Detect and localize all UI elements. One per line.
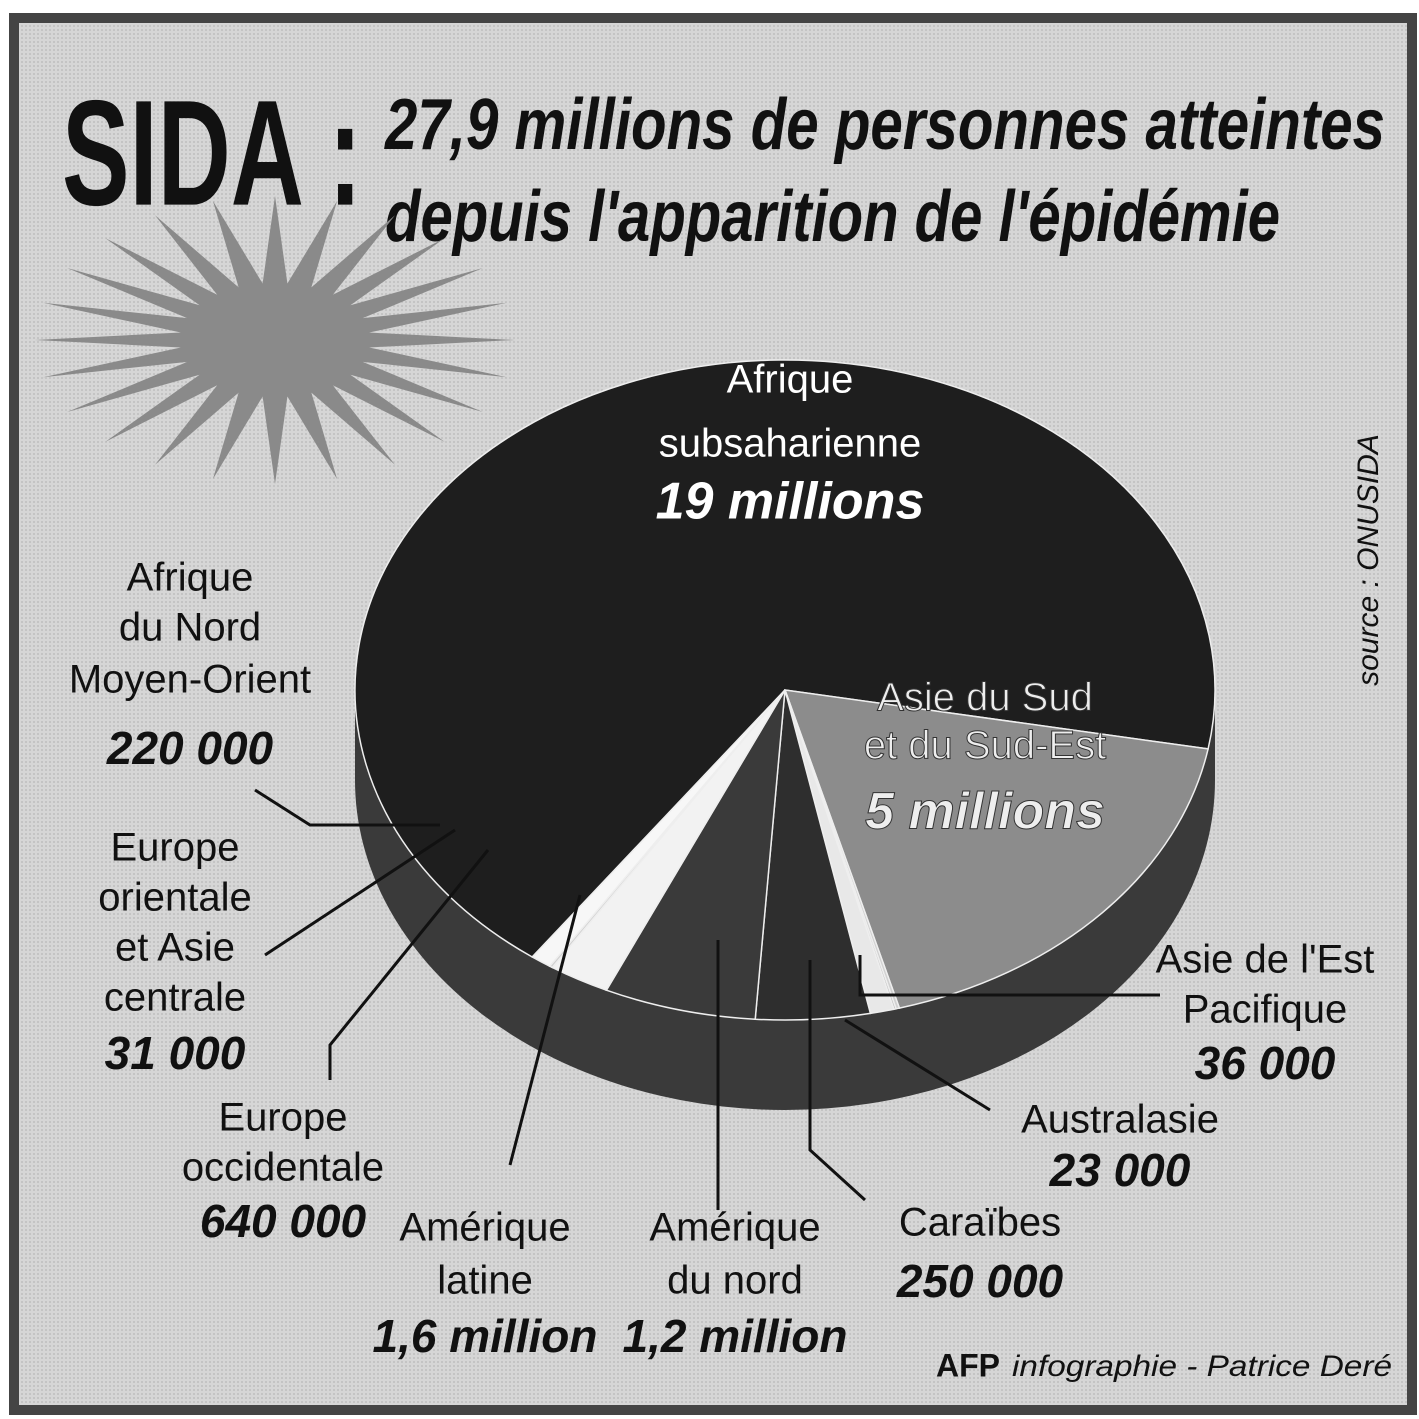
slice-label: subsaharienne: [659, 422, 921, 466]
slice-label: du nord: [667, 1259, 803, 1303]
chart-title: SIDA :: [62, 69, 362, 237]
value-label: 250 000: [896, 1255, 1064, 1307]
value-label: 5 millions: [865, 783, 1105, 841]
slice-label: Afrique: [127, 556, 254, 600]
slice-label: Asie du Sud: [877, 676, 1093, 720]
credit: infographie - Patrice Deré: [1012, 1350, 1392, 1383]
slice-label: Afrique: [727, 358, 854, 402]
sun: [35, 196, 515, 484]
subtitle: 27,9 millions de personnes atteintes: [383, 85, 1385, 165]
slice-label: centrale: [104, 976, 246, 1020]
value-label: 1,2 million: [623, 1310, 848, 1362]
value-label: 220 000: [106, 722, 274, 774]
chart: SIDA : 27,9 millions de personnes attein…: [0, 0, 1419, 1419]
value-label: 23 000: [1049, 1144, 1191, 1196]
slice-label: latine: [437, 1259, 533, 1303]
slice-label: Asie de l'Est: [1156, 938, 1375, 982]
slice-label: orientale: [98, 876, 251, 920]
slice-label: Europe: [111, 826, 240, 870]
slice-label: Caraïbes: [899, 1201, 1061, 1245]
slice-label: Pacifique: [1183, 988, 1348, 1032]
slice-label: occidentale: [182, 1146, 384, 1190]
subtitle: depuis l'apparition de l'épidémie: [385, 177, 1280, 257]
slice-label: du Nord: [119, 606, 261, 650]
slice-label: et Asie: [115, 926, 235, 970]
slice-label: Moyen-Orient: [69, 658, 311, 702]
credit-agency: AFP: [936, 1347, 1000, 1383]
value-label: 1,6 million: [373, 1310, 598, 1362]
source: source : ONUSIDA: [1352, 434, 1385, 686]
value-label: 36 000: [1195, 1037, 1336, 1089]
value-label: 31 000: [105, 1027, 246, 1079]
slice-label: Australasie: [1021, 1098, 1219, 1142]
value-label: 19 millions: [656, 473, 925, 531]
slice-label: Amérique: [399, 1206, 570, 1250]
slice-label: Amérique: [649, 1206, 820, 1250]
value-label: 640 000: [200, 1195, 367, 1247]
sun-shape: [35, 196, 515, 484]
slice-label: Europe: [219, 1096, 348, 1140]
slice-label: et du Sud-Est: [864, 724, 1106, 768]
